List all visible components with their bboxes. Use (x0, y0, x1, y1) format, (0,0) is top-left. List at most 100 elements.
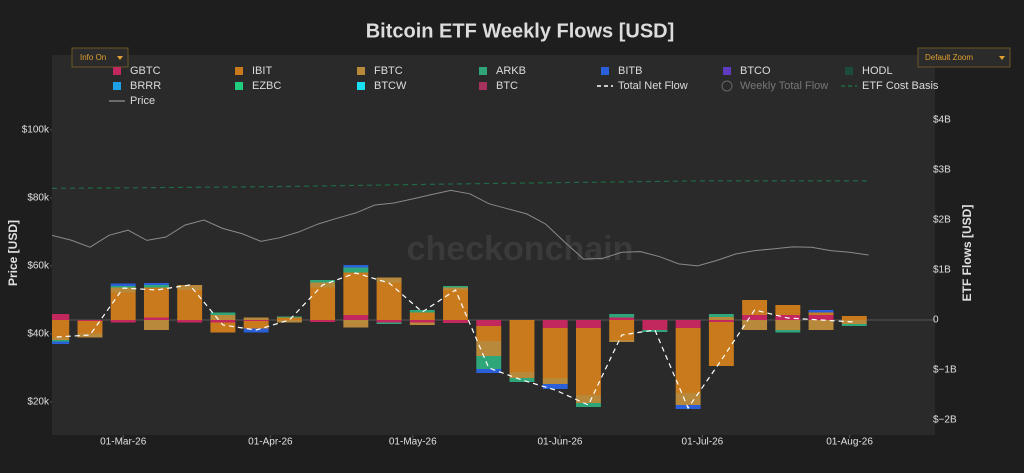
legend-label: HODL (862, 65, 893, 77)
legend-label: BTCO (740, 65, 771, 77)
y2-tick-label: $3B (933, 165, 951, 176)
watermark: checkonchain (407, 230, 634, 268)
bar-segment (642, 320, 668, 330)
legend-item[interactable]: BTCO (723, 65, 771, 77)
y2-axis-label: ETF Flows [USD] (960, 205, 974, 302)
bar-segment (409, 312, 435, 320)
bar-segment (841, 320, 867, 324)
y2-tick-label: $−2B (933, 415, 957, 426)
line-price (52, 189, 869, 267)
bar-segment (376, 320, 402, 323)
legend-item[interactable]: FBTC (357, 65, 403, 77)
line-etf-cost-basis (52, 180, 869, 189)
legend-item[interactable]: ETF Cost Basis (841, 80, 939, 92)
bar-segment (343, 267, 369, 273)
legend-item[interactable]: HODL (845, 65, 893, 77)
bar-segment (708, 320, 734, 322)
bar-segment (210, 322, 236, 333)
bar-segment (243, 320, 269, 321)
bar-segment (310, 287, 336, 320)
legend-item[interactable]: Total Net Flow (597, 80, 688, 92)
y2-tick-label: $1B (933, 265, 951, 276)
legend-item[interactable]: BRRR (113, 80, 161, 92)
chart-title: Bitcoin ETF Weekly Flows [USD] (366, 20, 675, 42)
bar-segment (243, 317, 269, 320)
bar-segment (143, 285, 169, 288)
y-axis-label: Price [USD] (6, 220, 20, 286)
bar-segment (675, 320, 701, 328)
bar-segment (443, 320, 468, 323)
legend-swatch (357, 82, 365, 90)
bar-segment (77, 320, 103, 321)
bar-segment (310, 320, 336, 322)
bar-segment (808, 310, 834, 313)
bar-segment (509, 320, 535, 372)
bar-segment (542, 320, 568, 328)
bar-segment (276, 316, 302, 318)
legend-item[interactable]: ARKB (479, 65, 526, 77)
bar-segment (476, 326, 502, 341)
bar-segment (609, 320, 635, 340)
legend-item[interactable]: IBIT (235, 65, 272, 77)
bar-segment (476, 341, 502, 356)
bar-segment (742, 315, 768, 320)
legend-label: BITB (618, 65, 642, 77)
bar-segment (276, 320, 302, 323)
bar-segment (343, 315, 369, 320)
info-button[interactable]: Info On (71, 47, 129, 68)
bar-segment (509, 372, 535, 378)
bar-segment (775, 320, 801, 330)
legend-label: IBIT (252, 65, 272, 77)
legend-swatch (845, 67, 853, 75)
bar-segment (675, 393, 701, 405)
bar-segment (575, 328, 601, 395)
bar-segment (575, 395, 601, 403)
legend-swatch (235, 67, 243, 75)
button-frame (71, 47, 129, 68)
bar-segment (609, 314, 635, 318)
zoom-button[interactable]: Default Zoom (917, 47, 1011, 68)
bar-segment (443, 286, 468, 288)
bar-segment (542, 328, 568, 378)
legend-item[interactable]: Price (109, 95, 155, 107)
bar-segment (110, 287, 136, 293)
dropdown-arrow (999, 56, 1005, 60)
bar-segment (775, 305, 801, 315)
bar-segment (110, 283, 136, 286)
legend-item[interactable]: BTCW (357, 80, 407, 92)
line-total-net-flow (56, 272, 855, 410)
legend-label: Total Net Flow (618, 80, 688, 92)
x-tick-label: 01-May-26 (389, 437, 437, 448)
legend-swatch (113, 82, 121, 90)
legend-item[interactable]: GBTC (113, 65, 161, 77)
bar-segment (542, 378, 568, 384)
legend-item[interactable]: Weekly Total Flow (721, 80, 828, 92)
bar-segment (708, 322, 734, 366)
bar-segment (52, 337, 70, 340)
bar-segment (343, 265, 369, 268)
bar-segment (476, 356, 502, 369)
dropdown-arrow (117, 56, 123, 60)
legend-item[interactable]: BTC (479, 80, 518, 92)
y-tick-label: $60k (27, 261, 50, 272)
plot-content (52, 180, 935, 410)
legend-swatch (235, 82, 243, 90)
bar-segment (775, 330, 801, 333)
y-tick-label: $80k (27, 193, 50, 204)
button-label: Info On (80, 53, 106, 62)
bar-segment (609, 317, 635, 320)
bar-segment (210, 320, 236, 323)
bar-segment (476, 320, 502, 326)
bar-segment (742, 320, 768, 330)
y-tick-label: $100k (22, 124, 50, 135)
legend-item[interactable]: EZBC (235, 80, 281, 92)
bar-segment (110, 320, 136, 323)
bar-segment (575, 403, 601, 407)
bar-segment (343, 272, 369, 315)
bar-segment (310, 280, 336, 283)
legend-item[interactable]: BITB (601, 65, 642, 77)
bar-segment (177, 290, 203, 320)
bar-segment (708, 317, 734, 320)
legend-swatch (721, 80, 733, 92)
